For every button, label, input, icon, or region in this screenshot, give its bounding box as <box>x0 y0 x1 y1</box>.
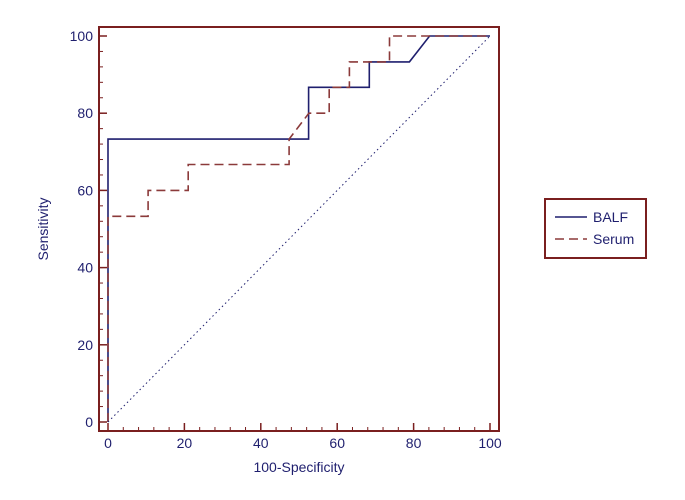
legend-label-balf: BALF <box>593 209 628 225</box>
reference-diagonal-line <box>107 35 491 423</box>
ticks-layer: 0 20 40 60 80 100 0 20 40 60 80 100 <box>70 28 502 451</box>
series-line-balf <box>107 35 490 422</box>
series-layer <box>107 35 491 423</box>
y-tick-label: 60 <box>77 182 93 198</box>
x-tick-label: 60 <box>329 435 345 451</box>
y-tick-label: 20 <box>77 337 93 353</box>
x-tick-label: 0 <box>104 435 112 451</box>
legend: BALF Serum <box>544 198 647 259</box>
y-tick-label: 40 <box>77 260 93 276</box>
y-tick-label: 100 <box>70 28 94 44</box>
x-tick-label: 40 <box>253 435 269 451</box>
legend-box <box>544 198 647 259</box>
legend-label-serum: Serum <box>593 231 634 247</box>
y-axis-label: Sensitivity <box>35 197 51 260</box>
x-axis-label: 100-Specificity <box>253 459 344 475</box>
plot-frame <box>98 26 500 432</box>
x-tick-label: 80 <box>406 435 422 451</box>
y-tick-label: 0 <box>85 414 93 430</box>
series-line-serum <box>107 35 490 422</box>
x-tick-label: 100 <box>478 435 502 451</box>
y-tick-label: 80 <box>77 105 93 121</box>
x-tick-label: 20 <box>177 435 193 451</box>
